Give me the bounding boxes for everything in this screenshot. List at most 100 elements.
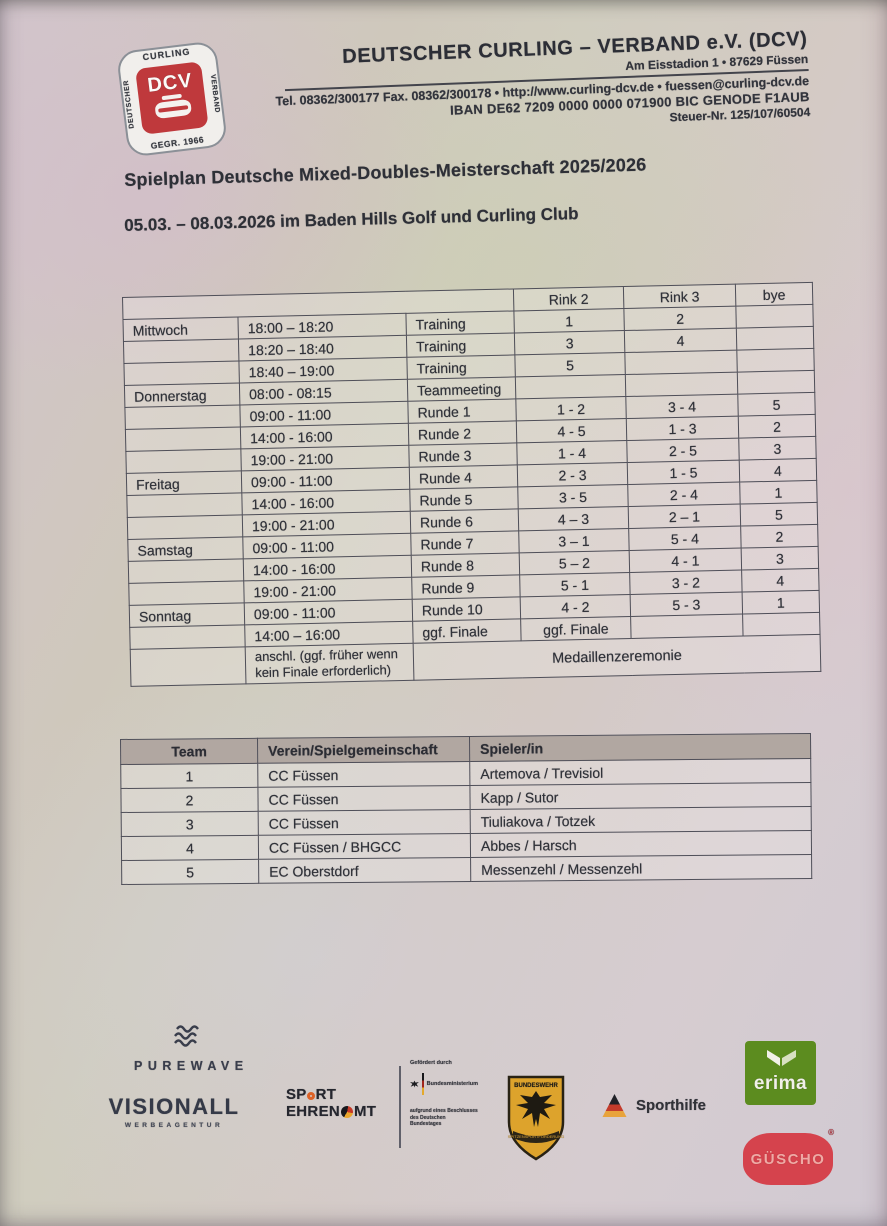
schedule-bye-cell <box>736 348 815 373</box>
team-players-cell: Kapp / Sutor <box>469 782 812 810</box>
curling-stone-icon <box>154 98 193 120</box>
team-club-cell: EC Oberstdorf <box>258 857 471 884</box>
tricolor-dot-icon <box>341 1105 354 1118</box>
schedule-bye-cell: 2 <box>740 524 819 549</box>
document-title: Spielplan Deutsche Mixed-Doubles-Meister… <box>124 154 647 190</box>
schedule-rink3-cell: 1 - 3 <box>626 416 739 441</box>
schedule-bye-cell: 3 <box>738 436 817 461</box>
schedule-day-cell <box>130 646 246 687</box>
schedule-event-cell: Training <box>405 310 515 336</box>
schedule-rink3-cell <box>630 614 744 639</box>
schedule-rink3-cell: 2 <box>623 306 737 331</box>
shield-banner-text: SPITZENSPORTFÖRDERUNG <box>508 1134 564 1139</box>
schedule-day-cell <box>128 558 244 584</box>
schedule-rink2-cell: 3 - 5 <box>517 484 629 509</box>
schedule-rink2-cell: 4 - 5 <box>516 418 627 443</box>
schedule-col-header: Rink 2 <box>513 286 624 311</box>
schedule-col-header: Rink 3 <box>623 284 736 309</box>
schedule-rink2-cell: 3 <box>514 330 625 355</box>
schedule-col-header: bye <box>735 282 813 307</box>
eagle-icon <box>516 1091 556 1127</box>
schedule-bye-cell: 2 <box>738 414 816 439</box>
schedule-day-cell: Samstag <box>127 536 244 562</box>
funding-caption: Gefördert durch <box>410 1060 452 1066</box>
schedule-day-cell <box>123 338 239 364</box>
schedule-day-cell: Sonntag <box>129 602 245 628</box>
funding-ministry: Bundesministerium <box>426 1080 478 1087</box>
sport-ehrenamt-line2: EHREN MT <box>286 1103 376 1120</box>
shield-banner <box>513 1131 559 1143</box>
visionall-subtitle: WERBEAGENTUR <box>124 1122 224 1129</box>
orange-ring-icon <box>307 1092 316 1100</box>
shield-top-text: BUNDESWEHR <box>514 1083 558 1089</box>
schedule-rink2-cell: 5 - 1 <box>519 572 631 597</box>
team-number-cell: 2 <box>120 787 259 813</box>
schedule-event-cell: Runde 6 <box>410 508 519 534</box>
team-club-cell: CC Füssen <box>258 809 471 836</box>
schedule-event-cell: Runde 5 <box>409 486 519 512</box>
schedule-day-cell: Freitag <box>126 470 242 496</box>
letterhead: DEUTSCHER CURLING – VERBAND e.V. (DCV) A… <box>245 28 810 141</box>
team-club-cell: CC Füssen / BHGCC <box>258 833 471 860</box>
schedule-rink2-cell: 5 <box>514 352 626 377</box>
schedule-rink2-cell: 4 - 2 <box>520 594 631 619</box>
schedule-medal-ceremony-cell: Medaillenzeremonie <box>413 634 821 680</box>
schedule-day-cell <box>123 360 240 386</box>
schedule-time-note-cell: anschl. (ggf. früher wenn kein Finale er… <box>245 643 414 684</box>
schedule-event-cell: Training <box>406 332 515 358</box>
schedule-rink2-cell <box>515 374 626 399</box>
schedule-bye-cell <box>736 326 814 351</box>
schedule-event-cell: Runde 4 <box>409 464 518 490</box>
federal-funding-logo: Gefördert durch Bundesministerium aufgru… <box>410 1060 478 1128</box>
schedule-event-cell: Runde 8 <box>411 552 520 578</box>
schedule-table: Rink 2 Rink 3 bye Mittwoch 18:00 – 18:20 Trai… <box>122 282 821 687</box>
erima-logo: erima <box>745 1041 816 1105</box>
document-subtitle: 05.03. – 08.03.2026 im Baden Hills Golf … <box>124 204 579 235</box>
team-number-cell: 4 <box>121 835 259 861</box>
schedule-rink2-cell: 2 - 3 <box>517 462 628 487</box>
schedule-bye-cell: 1 <box>742 590 820 615</box>
schedule-bye-cell <box>742 612 821 637</box>
schedule-day-cell <box>125 426 241 452</box>
team-players-cell: Tiuliakova / Totzek <box>470 806 812 834</box>
schedule-rink2-cell: 5 – 2 <box>519 550 630 575</box>
schedule-event-cell: Runde 10 <box>412 596 521 622</box>
schedule-bye-cell: 5 <box>737 392 816 417</box>
guscho-logo: GÜSCHO ® <box>743 1128 834 1185</box>
team-players-cell: Artemova / Trevisiol <box>469 758 811 786</box>
erima-emblem-icon <box>766 1050 796 1066</box>
dcv-logo: CURLING DEUTSCHER VERBAND DCV GEGR. 1966 <box>115 40 229 158</box>
schedule-table-body: Rink 2 Rink 3 bye Mittwoch 18:00 – 18:20 Trai… <box>122 282 821 687</box>
schedule-rink3-cell: 4 - 1 <box>629 548 742 573</box>
flame-triangle-icon <box>602 1094 627 1117</box>
team-club-cell: CC Füssen <box>257 761 470 788</box>
schedule-rink3-cell: 4 <box>624 328 737 353</box>
schedule-bye-cell <box>737 370 815 395</box>
schedule-rink3-cell <box>624 350 738 375</box>
schedule-rink2-cell: 1 <box>513 308 625 333</box>
teams-table-body: Team Verein/Spielgemeinschaft Spieler/in 1 C… <box>120 733 812 885</box>
schedule-rink3-cell: 3 - 4 <box>625 394 739 419</box>
teams-col-header: Spieler/in <box>469 733 811 762</box>
team-number-cell: 5 <box>121 859 259 885</box>
schedule-event-cell: Runde 3 <box>408 442 518 468</box>
schedule-bye-cell <box>735 304 814 329</box>
schedule-rink3-cell: 3 - 2 <box>629 570 743 595</box>
schedule-rink3-cell <box>625 372 738 397</box>
erima-wordmark: erima <box>753 1073 808 1094</box>
schedule-rink3-cell: 2 – 1 <box>628 504 741 529</box>
team-players-cell: Messenzehl / Messenzehl <box>470 854 812 882</box>
teams-row: 5 EC Oberstdorf Messenzehl / Messenzehl <box>121 854 812 885</box>
registered-trademark-icon: ® <box>828 1128 834 1137</box>
sporthilfe-wordmark: Sporthilfe <box>636 1097 706 1114</box>
schedule-day-cell: Mittwoch <box>122 316 239 342</box>
schedule-day-cell <box>127 514 243 540</box>
schedule-event-cell: Teammeeting <box>407 376 516 402</box>
schedule-event-cell: ggf. Finale <box>412 618 522 644</box>
schedule-day-cell <box>128 580 245 606</box>
team-number-cell: 1 <box>120 763 258 789</box>
schedule-rink3-cell: 2 - 5 <box>626 438 740 463</box>
schedule-day-cell <box>125 448 242 474</box>
guscho-wordmark: GÜSCHO <box>750 1150 826 1168</box>
